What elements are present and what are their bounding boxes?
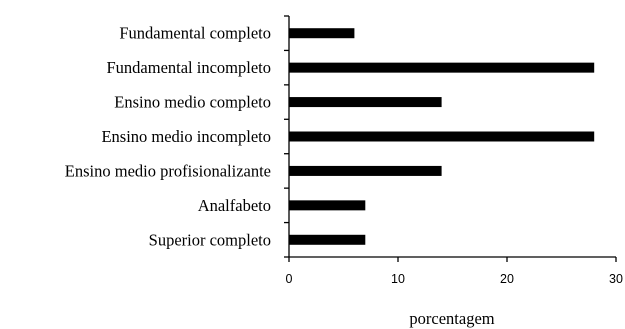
bar-2	[289, 97, 442, 108]
x-tick-label-3: 30	[609, 272, 623, 286]
category-label-2: Ensino medio completo	[114, 93, 271, 112]
x-tick-label-0: 0	[286, 272, 293, 286]
category-label-6: Superior completo	[149, 230, 271, 249]
bar-3	[289, 131, 595, 142]
x-ticks-group: 0 10 20 30	[286, 257, 623, 286]
bar-0	[289, 28, 355, 39]
bar-1	[289, 62, 595, 73]
category-label-3: Ensino medio incompleto	[101, 127, 271, 146]
category-labels-group: Fundamental completo Fundamental incomple…	[65, 24, 271, 250]
category-label-1: Fundamental incompleto	[106, 58, 271, 77]
bar-4	[289, 165, 442, 176]
x-axis-title: porcentagem	[409, 309, 494, 328]
bar-6	[289, 234, 366, 245]
bars-group	[289, 28, 595, 245]
x-tick-label-2: 20	[500, 272, 514, 286]
category-label-4: Ensino medio profisionalizante	[65, 161, 271, 180]
y-ticks-group	[284, 15, 289, 258]
bar-5	[289, 200, 366, 211]
category-label-5: Analfabeto	[198, 196, 271, 215]
category-label-0: Fundamental completo	[119, 24, 271, 43]
x-tick-label-1: 10	[391, 272, 405, 286]
